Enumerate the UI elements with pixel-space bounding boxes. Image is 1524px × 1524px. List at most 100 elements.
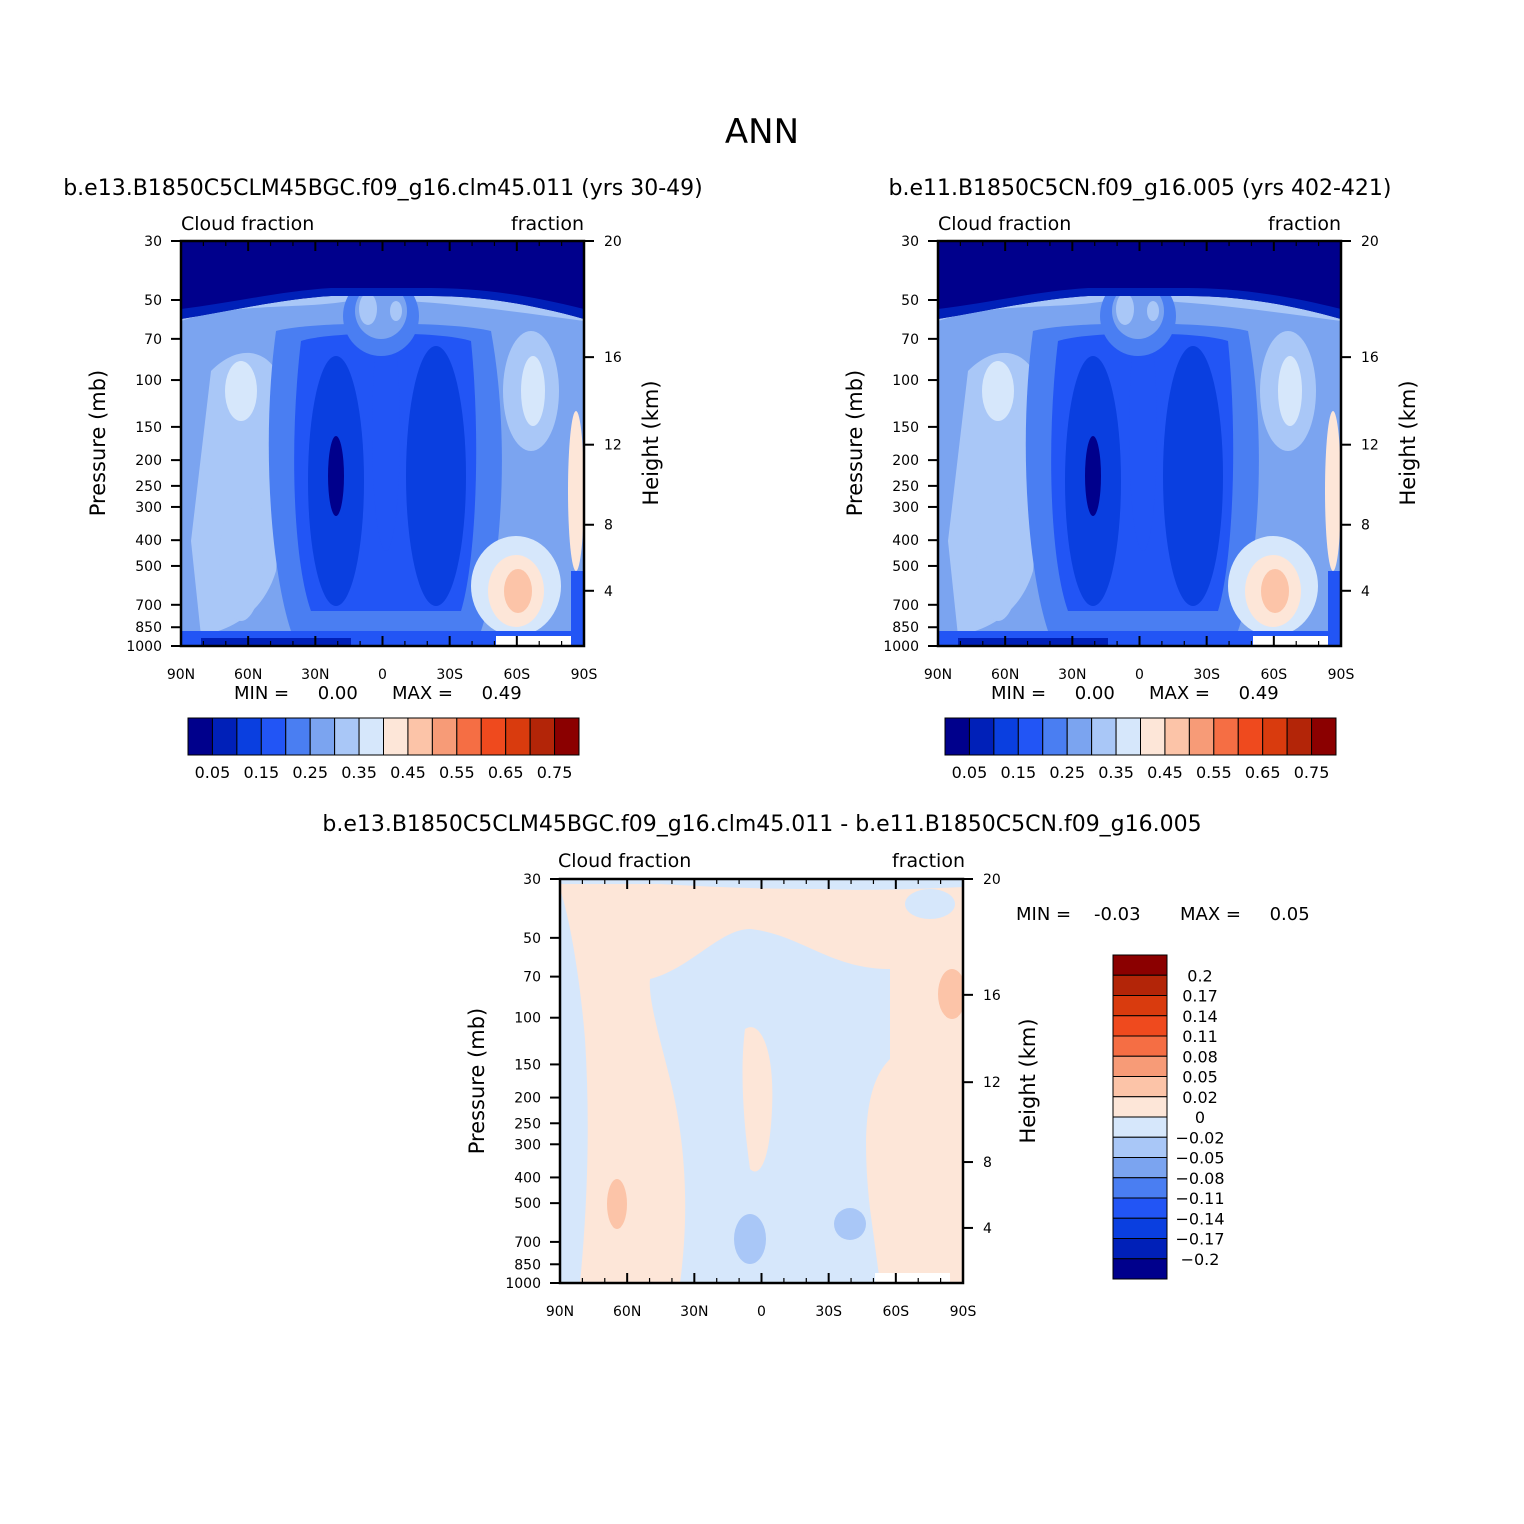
panel-b-ticks: 90N 60N 30N 0 30S 60S 90S 30 50 70 100 150 200 250 300… [883, 234, 1379, 683]
panel-b-colorbar-box [1164, 717, 1190, 756]
panel-a-ytick-right-label: 12 [604, 438, 622, 454]
panel-a-xtick-label: 30N [301, 667, 329, 683]
panel-a-colorbar-box [358, 717, 384, 756]
panel-b-colorbar-label: 0.55 [1196, 763, 1232, 782]
panel-c-colorbar-label: −0.2 [1181, 1250, 1220, 1269]
panel-b-ylabel: Pressure (mb) [843, 370, 867, 517]
panel-b-ytick-label: 300 [892, 500, 919, 516]
panel-a-colorbar-box [431, 717, 458, 756]
panel-a-xtick-label: 90N [167, 667, 195, 683]
panel-a-ytick-right-label: 8 [604, 518, 613, 534]
panel-a-colorbar-box [187, 717, 213, 756]
panel-a-xtick-label: 60N [234, 667, 262, 683]
panel-c-ytick-label: 850 [514, 1257, 541, 1273]
panel-a-colorbar-label: 0.45 [390, 763, 426, 782]
panel-c-colorbar-box [1112, 1258, 1168, 1280]
panel-a-colorbar-label: 0.05 [195, 763, 231, 782]
panel-b-colorbar-box [944, 717, 970, 756]
panel-c-colorbar-label: −0.11 [1175, 1189, 1224, 1208]
panel-a-colorbar-label: 0.35 [341, 763, 377, 782]
panel-b-ytick-right-label: 12 [1361, 438, 1379, 454]
panel-b-colorbar-box [1091, 717, 1117, 756]
panel-b-right-label: fraction [1268, 213, 1341, 235]
panel-b-colorbar-box [1188, 717, 1215, 756]
panel-c-colorbar-box [1112, 1035, 1168, 1057]
panel-c-xtick-label: 30N [680, 1304, 708, 1320]
panel-c-colorbar-box [1112, 954, 1168, 976]
panel-b-colorbar-label: 0.05 [952, 763, 988, 782]
panel-c-colorbar-box [1112, 1238, 1168, 1260]
panel-a-ytick-label: 50 [144, 293, 162, 309]
panel-c-colorbar-label: 0.02 [1182, 1088, 1218, 1107]
panel-b-ytick-label: 850 [892, 620, 919, 636]
panel-c-colorbar-box [1112, 1076, 1168, 1098]
panel-b-xtick-label: 90N [924, 667, 952, 683]
panel-a-colorbar-box [260, 717, 287, 756]
figure-title: ANN [725, 112, 799, 152]
panel-c-colorbar-box [1112, 1096, 1168, 1118]
panel-a-ytick-label: 1000 [126, 639, 162, 655]
panel-a-colorbar-box [334, 717, 360, 756]
panel-c-colorbar-label: 0.08 [1182, 1047, 1218, 1066]
panel-a-colorbar-box [529, 717, 556, 756]
panel-b-ytick-right-label: 4 [1361, 584, 1370, 600]
panel-b-ytick-label: 70 [901, 332, 919, 348]
panel-b-colorbar-box [1286, 717, 1313, 756]
panel-c-ytick-label: 30 [523, 872, 541, 888]
panel-a-colorbar-box [309, 717, 336, 756]
panel-a-colorbar-box [456, 717, 482, 756]
panel-a-colorbar-box [285, 717, 311, 756]
panel-a-ytick-label: 100 [135, 373, 162, 389]
panel-b-colorbar-label: 0.35 [1098, 763, 1134, 782]
panel-b-ytick-label: 30 [901, 234, 919, 250]
panel-b-colorbar-box [1017, 717, 1044, 756]
panel-c-colorbar-box [1112, 1157, 1168, 1179]
panel-a-ytick-label: 150 [135, 420, 162, 436]
panel-c-colorbar-box [1112, 1177, 1168, 1199]
panel-b-colorbar-box [968, 717, 995, 756]
panel-b-ytick-label: 50 [901, 293, 919, 309]
panel-a-plot-field [181, 241, 584, 646]
panel-a-right-label: fraction [511, 213, 584, 235]
panel-a-colorbar: 0.05 0.15 0.25 0.35 0.45 0.55 0.65 0.75 [187, 717, 580, 782]
panel-b-colorbar: 0.05 0.15 0.25 0.35 0.45 0.55 0.65 0.75 [944, 717, 1337, 782]
panel-b-colorbar-box [1042, 717, 1068, 756]
panel-a-ytick-right-label: 16 [604, 350, 622, 366]
panel-c-xtick-label: 0 [757, 1304, 766, 1320]
panel-c-ticks: 90N 60N 30N 0 30S 60S 90S 30 50 70 100 150 200 250 300… [505, 872, 1001, 1320]
panel-b-ytick-label: 250 [892, 479, 919, 495]
panel-c-colorbar-label: 0.2 [1187, 966, 1212, 985]
panel-c-colorbar-label: 0.17 [1182, 987, 1218, 1006]
panel-b-ytick-label: 200 [892, 453, 919, 469]
panel-b-ytick-label: 1000 [883, 639, 919, 655]
panel-a-colorbar-label: 0.65 [488, 763, 524, 782]
panel-a-colorbar-box [505, 717, 531, 756]
panel-b-ytick-label: 100 [892, 373, 919, 389]
panel-b-colorbar-box [1115, 717, 1141, 756]
panel-a-xtick-label: 30S [436, 667, 463, 683]
panel-a-colorbar-box [480, 717, 507, 756]
panel-c-colorbar-box [1112, 1116, 1168, 1138]
panel-c-ytick-right-label: 12 [983, 1075, 1001, 1091]
panel-a-ytick-label: 500 [135, 559, 162, 575]
panel-a-ytick-label: 400 [135, 533, 162, 549]
panel-b-xtick-label: 30S [1193, 667, 1220, 683]
panel-b-colorbar-box [1066, 717, 1093, 756]
panel-a-xtick-label: 90S [571, 667, 598, 683]
panel-c-colorbar-box [1112, 974, 1168, 996]
panel-b-xtick-label: 60S [1260, 667, 1287, 683]
panel-b-xtick-label: 60N [991, 667, 1019, 683]
panel-c-right-label: fraction [892, 850, 965, 872]
panel-c-colorbar-box [1112, 1136, 1168, 1158]
panel-c-colorbar-box [1112, 1197, 1168, 1219]
panel-a-colorbar-label: 0.55 [439, 763, 475, 782]
panel-c-colorbar-label: −0.08 [1175, 1169, 1224, 1188]
panel-c-colorbar-label: −0.14 [1175, 1209, 1224, 1228]
panel-c-colorbar-box [1112, 1217, 1168, 1239]
panel-b-ylabel-right: Height (km) [1396, 380, 1420, 505]
panel-a-left-label: Cloud fraction [181, 213, 314, 235]
panel-c-colorbar-label: −0.02 [1175, 1128, 1224, 1147]
panel-b-xtick-label: 0 [1135, 667, 1144, 683]
panel-c-ylabel-right: Height (km) [1016, 1018, 1040, 1143]
panel-a-ytick-label: 700 [135, 598, 162, 614]
